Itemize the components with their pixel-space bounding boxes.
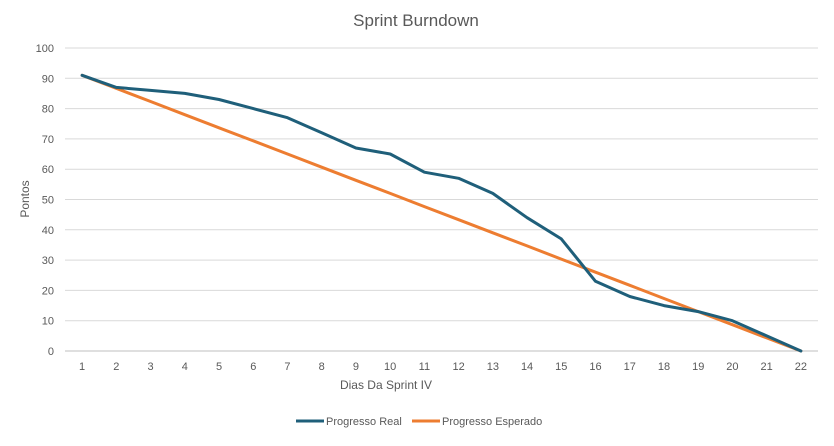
x-tick-label: 10 — [384, 361, 396, 373]
x-tick-label: 16 — [589, 361, 601, 373]
x-tick-label: 11 — [419, 361, 430, 373]
x-tick-label: 1 — [79, 361, 85, 373]
x-tick-label: 8 — [319, 361, 325, 373]
x-tick-label: 13 — [487, 361, 499, 373]
y-tick-label: 50 — [42, 195, 54, 207]
series-line-progresso-real — [80, 73, 803, 353]
y-tick-label: 100 — [36, 43, 54, 55]
x-tick-label: 14 — [521, 361, 533, 373]
y-tick-label: 90 — [42, 73, 54, 85]
x-tick-label: 17 — [624, 361, 636, 373]
x-tick-label: 21 — [761, 361, 773, 373]
y-axis-ticks: 0 10 20 30 40 50 60 70 80 90 100 — [36, 43, 54, 358]
x-tick-label: 12 — [452, 361, 464, 373]
gridlines — [65, 47, 818, 352]
y-tick-label: 10 — [42, 316, 54, 328]
x-tick-label: 2 — [113, 361, 119, 373]
y-tick-label: 70 — [42, 134, 54, 146]
x-axis-title: Dias Da Sprint IV — [340, 378, 432, 392]
x-tick-label: 18 — [658, 361, 670, 373]
x-tick-label: 20 — [726, 361, 738, 373]
legend-item: Progresso Esperado — [412, 416, 542, 428]
x-tick-label: 7 — [284, 361, 290, 373]
x-tick-label: 5 — [216, 361, 222, 373]
x-tick-label: 4 — [182, 361, 188, 373]
x-tick-label: 15 — [555, 361, 567, 373]
legend-label: Progresso Esperado — [442, 416, 542, 428]
y-tick-label: 20 — [42, 285, 54, 297]
y-axis-title: Pontos — [18, 180, 32, 217]
legend: Progresso Real Progresso Esperado — [296, 416, 542, 428]
x-tick-label: 19 — [692, 361, 704, 373]
y-tick-label: 40 — [42, 225, 54, 237]
x-axis-ticks: 1 2 3 4 5 6 7 8 9 10 11 12 13 14 15 16 17 18 19 20 21 22 — [79, 361, 807, 373]
chart-title: Sprint Burndown — [353, 11, 479, 30]
legend-label: Progresso Real — [326, 416, 402, 428]
x-tick-label: 3 — [148, 361, 154, 373]
series-line-progresso-esperado — [80, 73, 803, 353]
x-tick-label: 6 — [250, 361, 256, 373]
y-tick-label: 0 — [48, 346, 54, 358]
legend-item: Progresso Real — [296, 416, 402, 428]
x-tick-label: 9 — [353, 361, 359, 373]
x-tick-label: 22 — [795, 361, 807, 373]
y-tick-label: 80 — [42, 104, 54, 116]
y-tick-label: 30 — [42, 255, 54, 267]
y-tick-label: 60 — [42, 164, 54, 176]
series-lines — [80, 73, 803, 353]
